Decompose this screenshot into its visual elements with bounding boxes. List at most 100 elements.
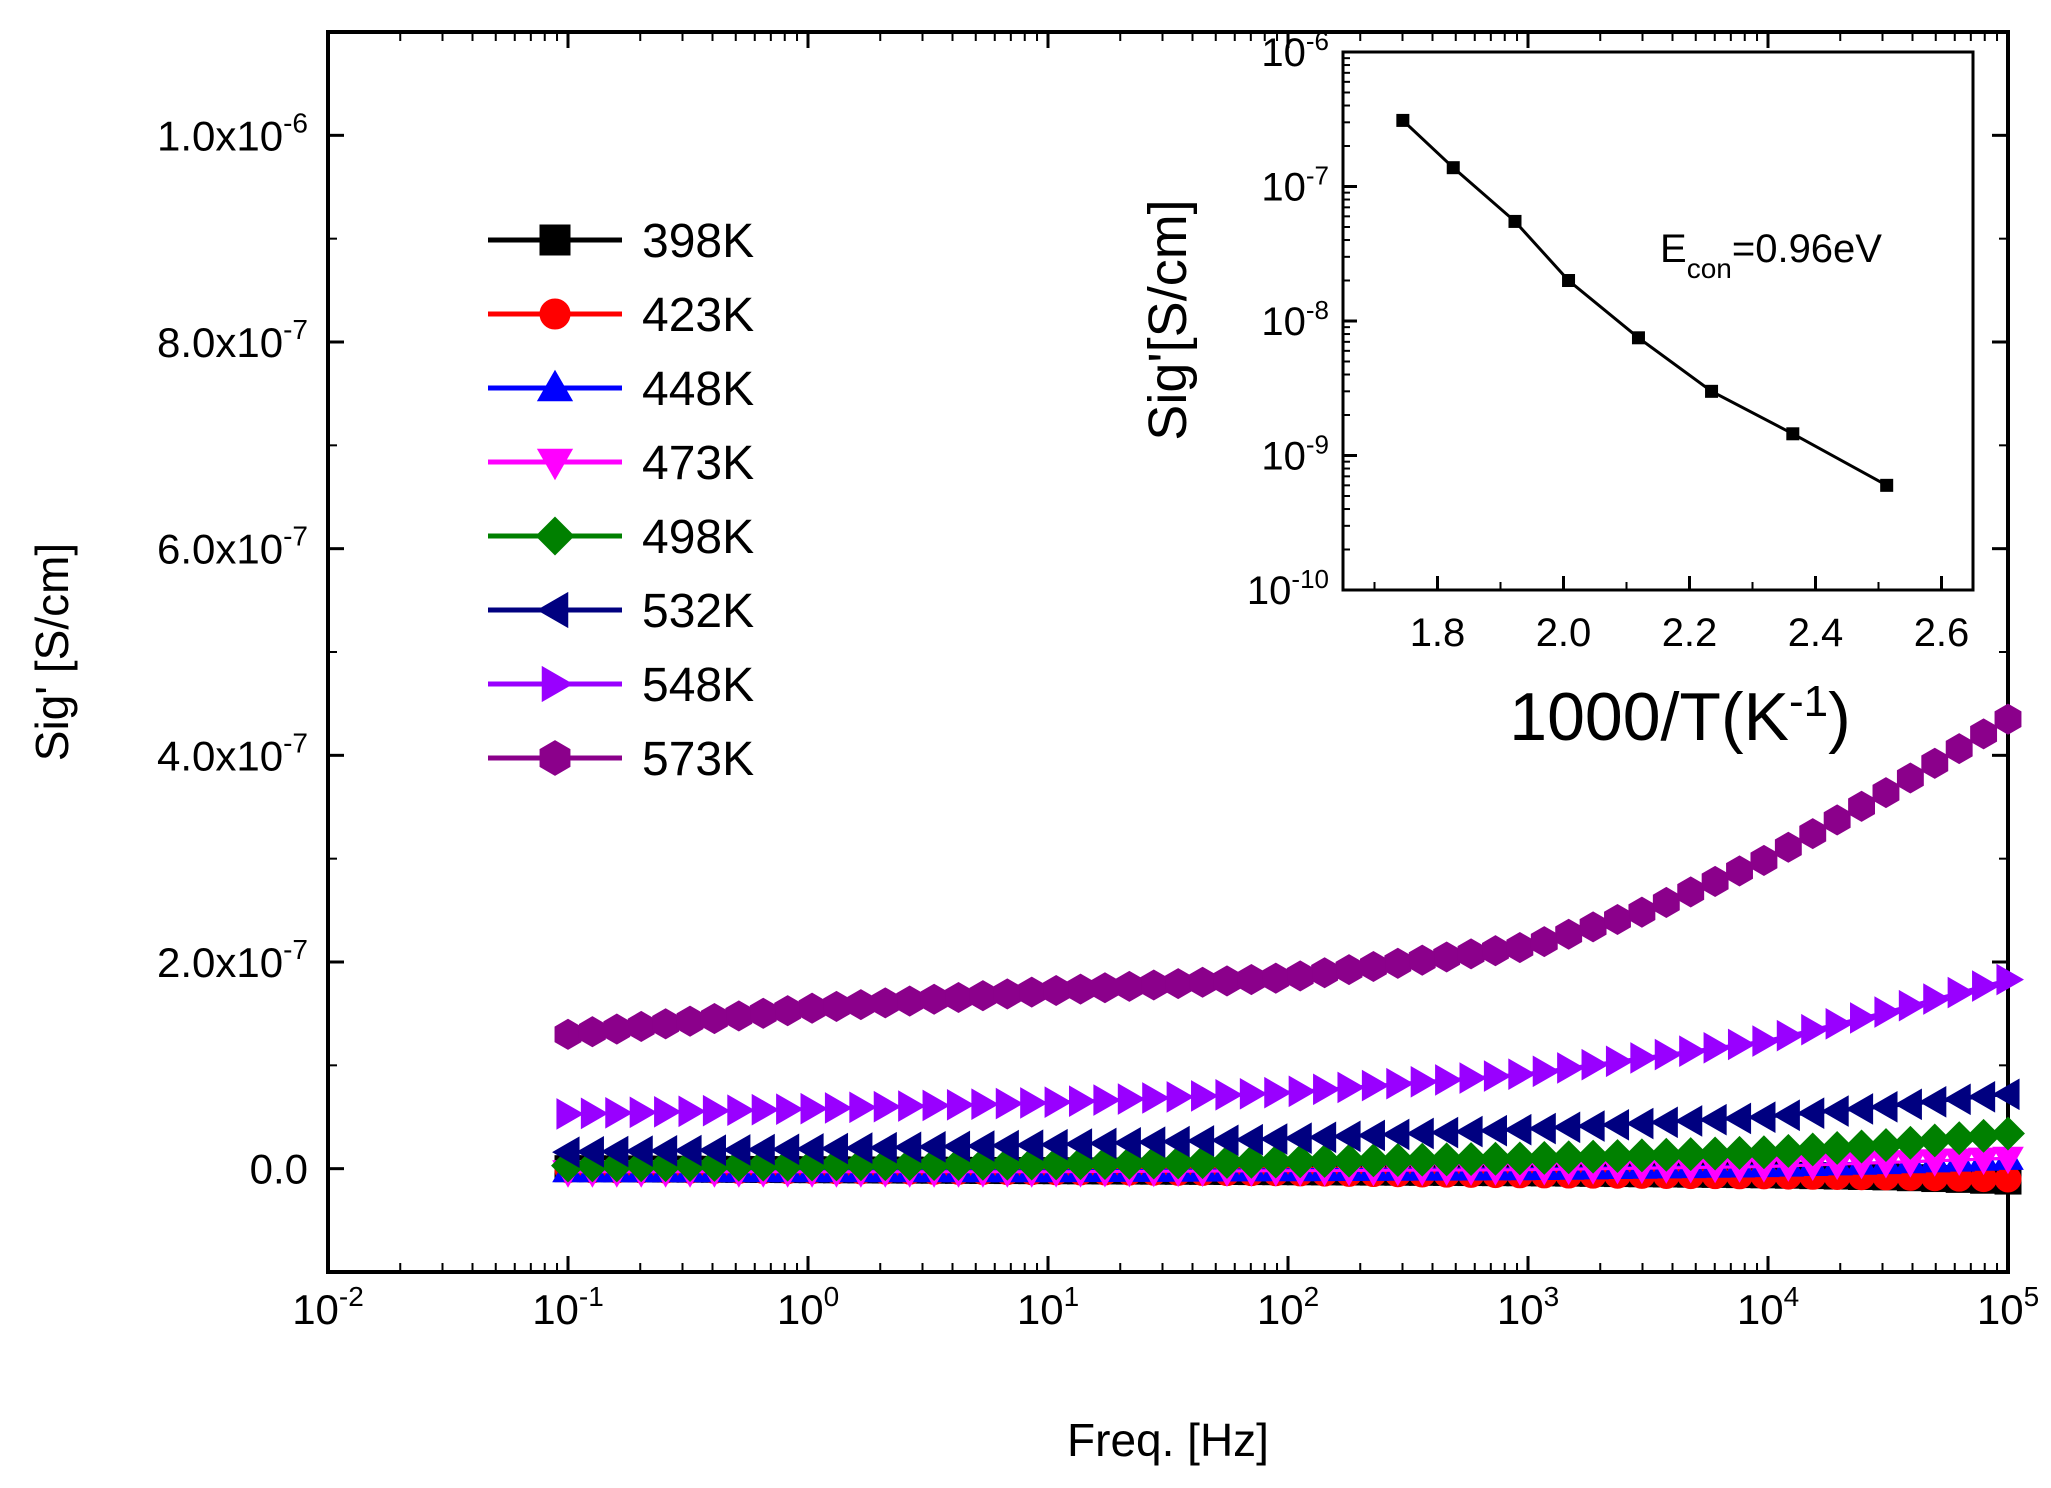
data-point	[1483, 1060, 1512, 1092]
data-point	[798, 992, 826, 1024]
inset-x-axis-title-sup: -1	[1789, 677, 1828, 726]
data-point	[849, 1091, 877, 1124]
data-point	[1746, 1135, 1781, 1170]
data-point	[969, 980, 997, 1012]
inset-y-tick-label-exp: -10	[1291, 564, 1329, 594]
data-point	[1943, 1083, 1971, 1116]
data-point	[1359, 950, 1387, 982]
data-point	[1557, 1052, 1585, 1084]
data-point	[1408, 944, 1436, 976]
data-point	[1459, 1062, 1488, 1094]
data-point	[1821, 1095, 1849, 1127]
y-tick-label: 1.0x10-6	[157, 107, 308, 159]
data-point	[700, 1003, 728, 1035]
data-point	[1237, 964, 1265, 996]
y-tick-label-base: 6.0x10	[157, 526, 283, 573]
legend-label: 548K	[642, 659, 754, 712]
legend-item: 573K	[488, 733, 754, 786]
x-tick-label: 10-2	[292, 1281, 364, 1333]
x-tick-label: 104	[1737, 1281, 1799, 1333]
data-point	[652, 1008, 680, 1040]
data-point	[580, 1097, 609, 1130]
data-point	[1674, 1105, 1703, 1137]
y-tick-label: 2.0x10-7	[157, 934, 308, 986]
annotation-prefix: E	[1660, 227, 1687, 271]
legend-item: 548K	[488, 659, 754, 712]
x-tick-label: 101	[1017, 1281, 1079, 1333]
data-point	[1264, 1076, 1292, 1109]
data-point	[1508, 1058, 1536, 1091]
legend-item: 532K	[488, 585, 754, 638]
data-point	[629, 1096, 658, 1129]
data-point	[725, 1000, 753, 1032]
main-x-axis-title: Freq. [Hz]	[1067, 1414, 1269, 1466]
data-point	[1142, 1082, 1170, 1114]
data-point	[847, 989, 875, 1021]
data-point	[1189, 966, 1217, 998]
data-point	[1848, 790, 1876, 822]
inset-data-point	[1705, 384, 1719, 398]
inset-y-tick-label-exp: -8	[1306, 295, 1329, 325]
x-tick-label-exp: 1	[1064, 1281, 1080, 1312]
inset-data-point	[1562, 274, 1576, 288]
data-point	[1527, 1140, 1562, 1175]
data-point	[1752, 1025, 1780, 1057]
x-tick-label: 103	[1497, 1281, 1559, 1333]
main-series-group	[551, 703, 2025, 1195]
data-point	[922, 1089, 951, 1122]
x-tick-label-exp: -1	[579, 1281, 604, 1312]
main-x-axis: 10-2 10-1 100 101 102 103 104 105	[292, 32, 2039, 1333]
data-point	[995, 1087, 1024, 1120]
data-point	[1406, 1117, 1434, 1150]
inset-y-tick-label: 10-10	[1247, 564, 1329, 613]
data-point	[1723, 1102, 1752, 1135]
data-point	[1091, 972, 1119, 1004]
data-point	[774, 995, 802, 1027]
data-point	[1991, 1116, 2025, 1151]
data-point	[1972, 970, 2000, 1002]
x-tick-label-exp: 3	[1544, 1281, 1560, 1312]
x-tick-label-base: 10	[1017, 1286, 1064, 1333]
inset-data-point	[1396, 113, 1410, 127]
data-point	[1921, 747, 1949, 779]
data-point	[1577, 1110, 1605, 1142]
data-point	[1530, 926, 1558, 958]
y-tick-label-exp: -7	[283, 934, 308, 965]
inset-series-group	[1396, 113, 1894, 492]
data-point	[1262, 962, 1290, 994]
series-573K	[554, 703, 2022, 1050]
inset-plot-frame	[1341, 50, 1975, 592]
data-point	[1994, 703, 2022, 735]
data-point	[1258, 1144, 1293, 1179]
data-point	[776, 1093, 804, 1125]
series-548K	[556, 963, 2024, 1130]
data-point	[1433, 941, 1461, 973]
data-point	[1430, 1116, 1459, 1149]
legend-marker	[541, 665, 574, 703]
data-point	[1970, 718, 1998, 750]
data-point	[1337, 1071, 1365, 1104]
data-point	[1679, 1035, 1707, 1067]
data-point	[1799, 818, 1827, 850]
y-tick-label: 6.0x10-7	[157, 521, 308, 573]
data-point	[605, 1097, 633, 1129]
legend-marker	[535, 516, 575, 556]
data-point	[1115, 970, 1143, 1002]
data-point	[896, 985, 924, 1017]
data-point	[1698, 1136, 1733, 1171]
data-point	[751, 1093, 780, 1126]
series-532K	[552, 1078, 2020, 1168]
data-point	[1068, 1085, 1097, 1117]
data-point	[1845, 1093, 1874, 1125]
data-point	[1649, 1137, 1684, 1172]
data-point	[1898, 989, 1927, 1022]
data-point	[1772, 1099, 1800, 1132]
data-point	[1239, 1077, 1268, 1110]
data-point	[1506, 932, 1534, 964]
data-point	[1140, 969, 1168, 1001]
data-point	[824, 1092, 853, 1124]
y-tick-label-base: 2.0x10	[157, 939, 283, 986]
data-point	[1625, 1107, 1654, 1140]
data-point	[676, 1005, 704, 1037]
inset-data-point	[1786, 427, 1800, 441]
